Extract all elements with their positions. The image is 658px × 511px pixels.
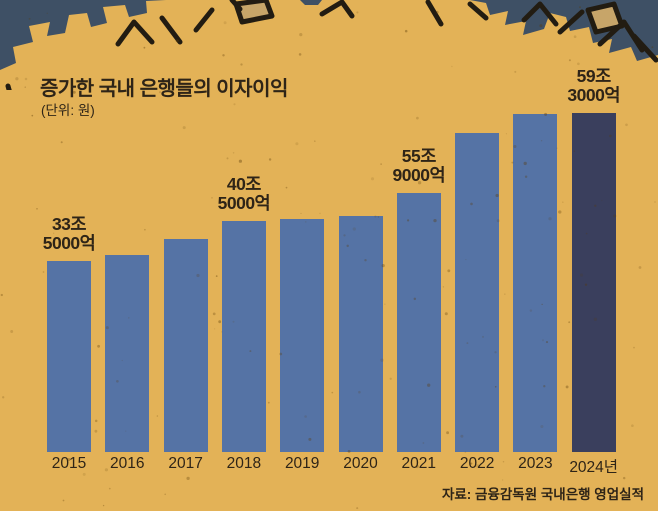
torn-paper-piece-top: [233, 0, 275, 25]
x-label-2015: 2015: [51, 455, 87, 472]
x-label-2023: 2023: [518, 455, 553, 472]
bar-2023: [513, 114, 558, 452]
bar-2022: [455, 133, 500, 452]
x-label-2018: 2018: [226, 455, 262, 472]
source-caption: 자료: 금융감독원 국내은행 영업실적: [441, 487, 644, 502]
value-label-2021: 55조 9000억: [392, 145, 446, 186]
x-label-2019: 2019: [284, 455, 320, 472]
bar-2024: [571, 113, 616, 452]
unit-label: (단위: 원): [41, 103, 95, 118]
value-label-2024: 59조 3000억: [567, 65, 620, 106]
x-label-2024: 2024년: [569, 459, 619, 476]
x-label-2016: 2016: [110, 455, 145, 472]
value-label-2018: 40조 5000억: [217, 173, 271, 214]
x-label-2017: 2017: [168, 455, 203, 472]
torn-paper-edge-decoration: [0, 0, 658, 90]
bar-2016: [105, 255, 150, 452]
bar-2019: [280, 219, 325, 452]
ink-tear-marks: [5, 0, 658, 90]
x-label-2022: 2022: [459, 455, 495, 472]
chart-title: 증가한 국내 은행들의 이자이익: [40, 78, 288, 100]
value-label-2015: 33조 5000억: [42, 213, 96, 254]
bar-2017: [163, 239, 208, 452]
bar-2021: [396, 193, 441, 452]
bar-2020: [338, 216, 383, 452]
bar-2015: [47, 261, 91, 452]
bar-2018: [221, 221, 266, 452]
x-label-2021: 2021: [401, 455, 437, 472]
x-label-2020: 2020: [343, 455, 378, 472]
